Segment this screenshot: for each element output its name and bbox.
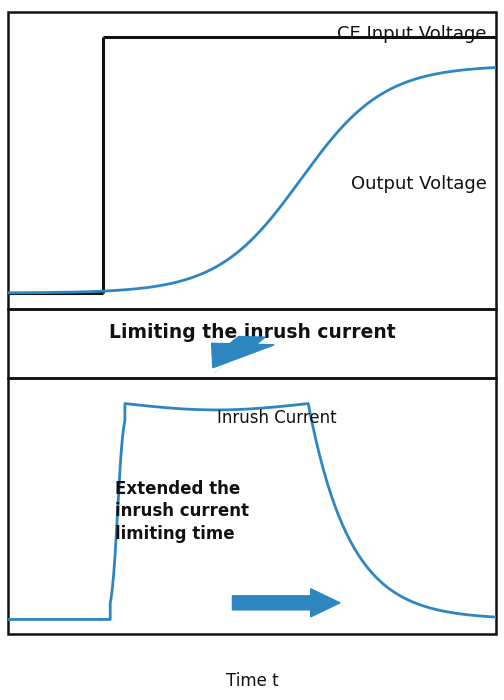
Text: CE Input Voltage: CE Input Voltage: [337, 25, 487, 43]
Text: Limiting the inrush current: Limiting the inrush current: [109, 323, 395, 342]
Text: Output Voltage: Output Voltage: [351, 176, 487, 193]
Text: Inrush Current: Inrush Current: [217, 409, 336, 427]
Text: Time t: Time t: [226, 671, 278, 690]
FancyArrow shape: [212, 337, 274, 368]
FancyArrow shape: [232, 589, 340, 617]
Text: Extended the
inrush current
limiting time: Extended the inrush current limiting tim…: [115, 480, 249, 542]
